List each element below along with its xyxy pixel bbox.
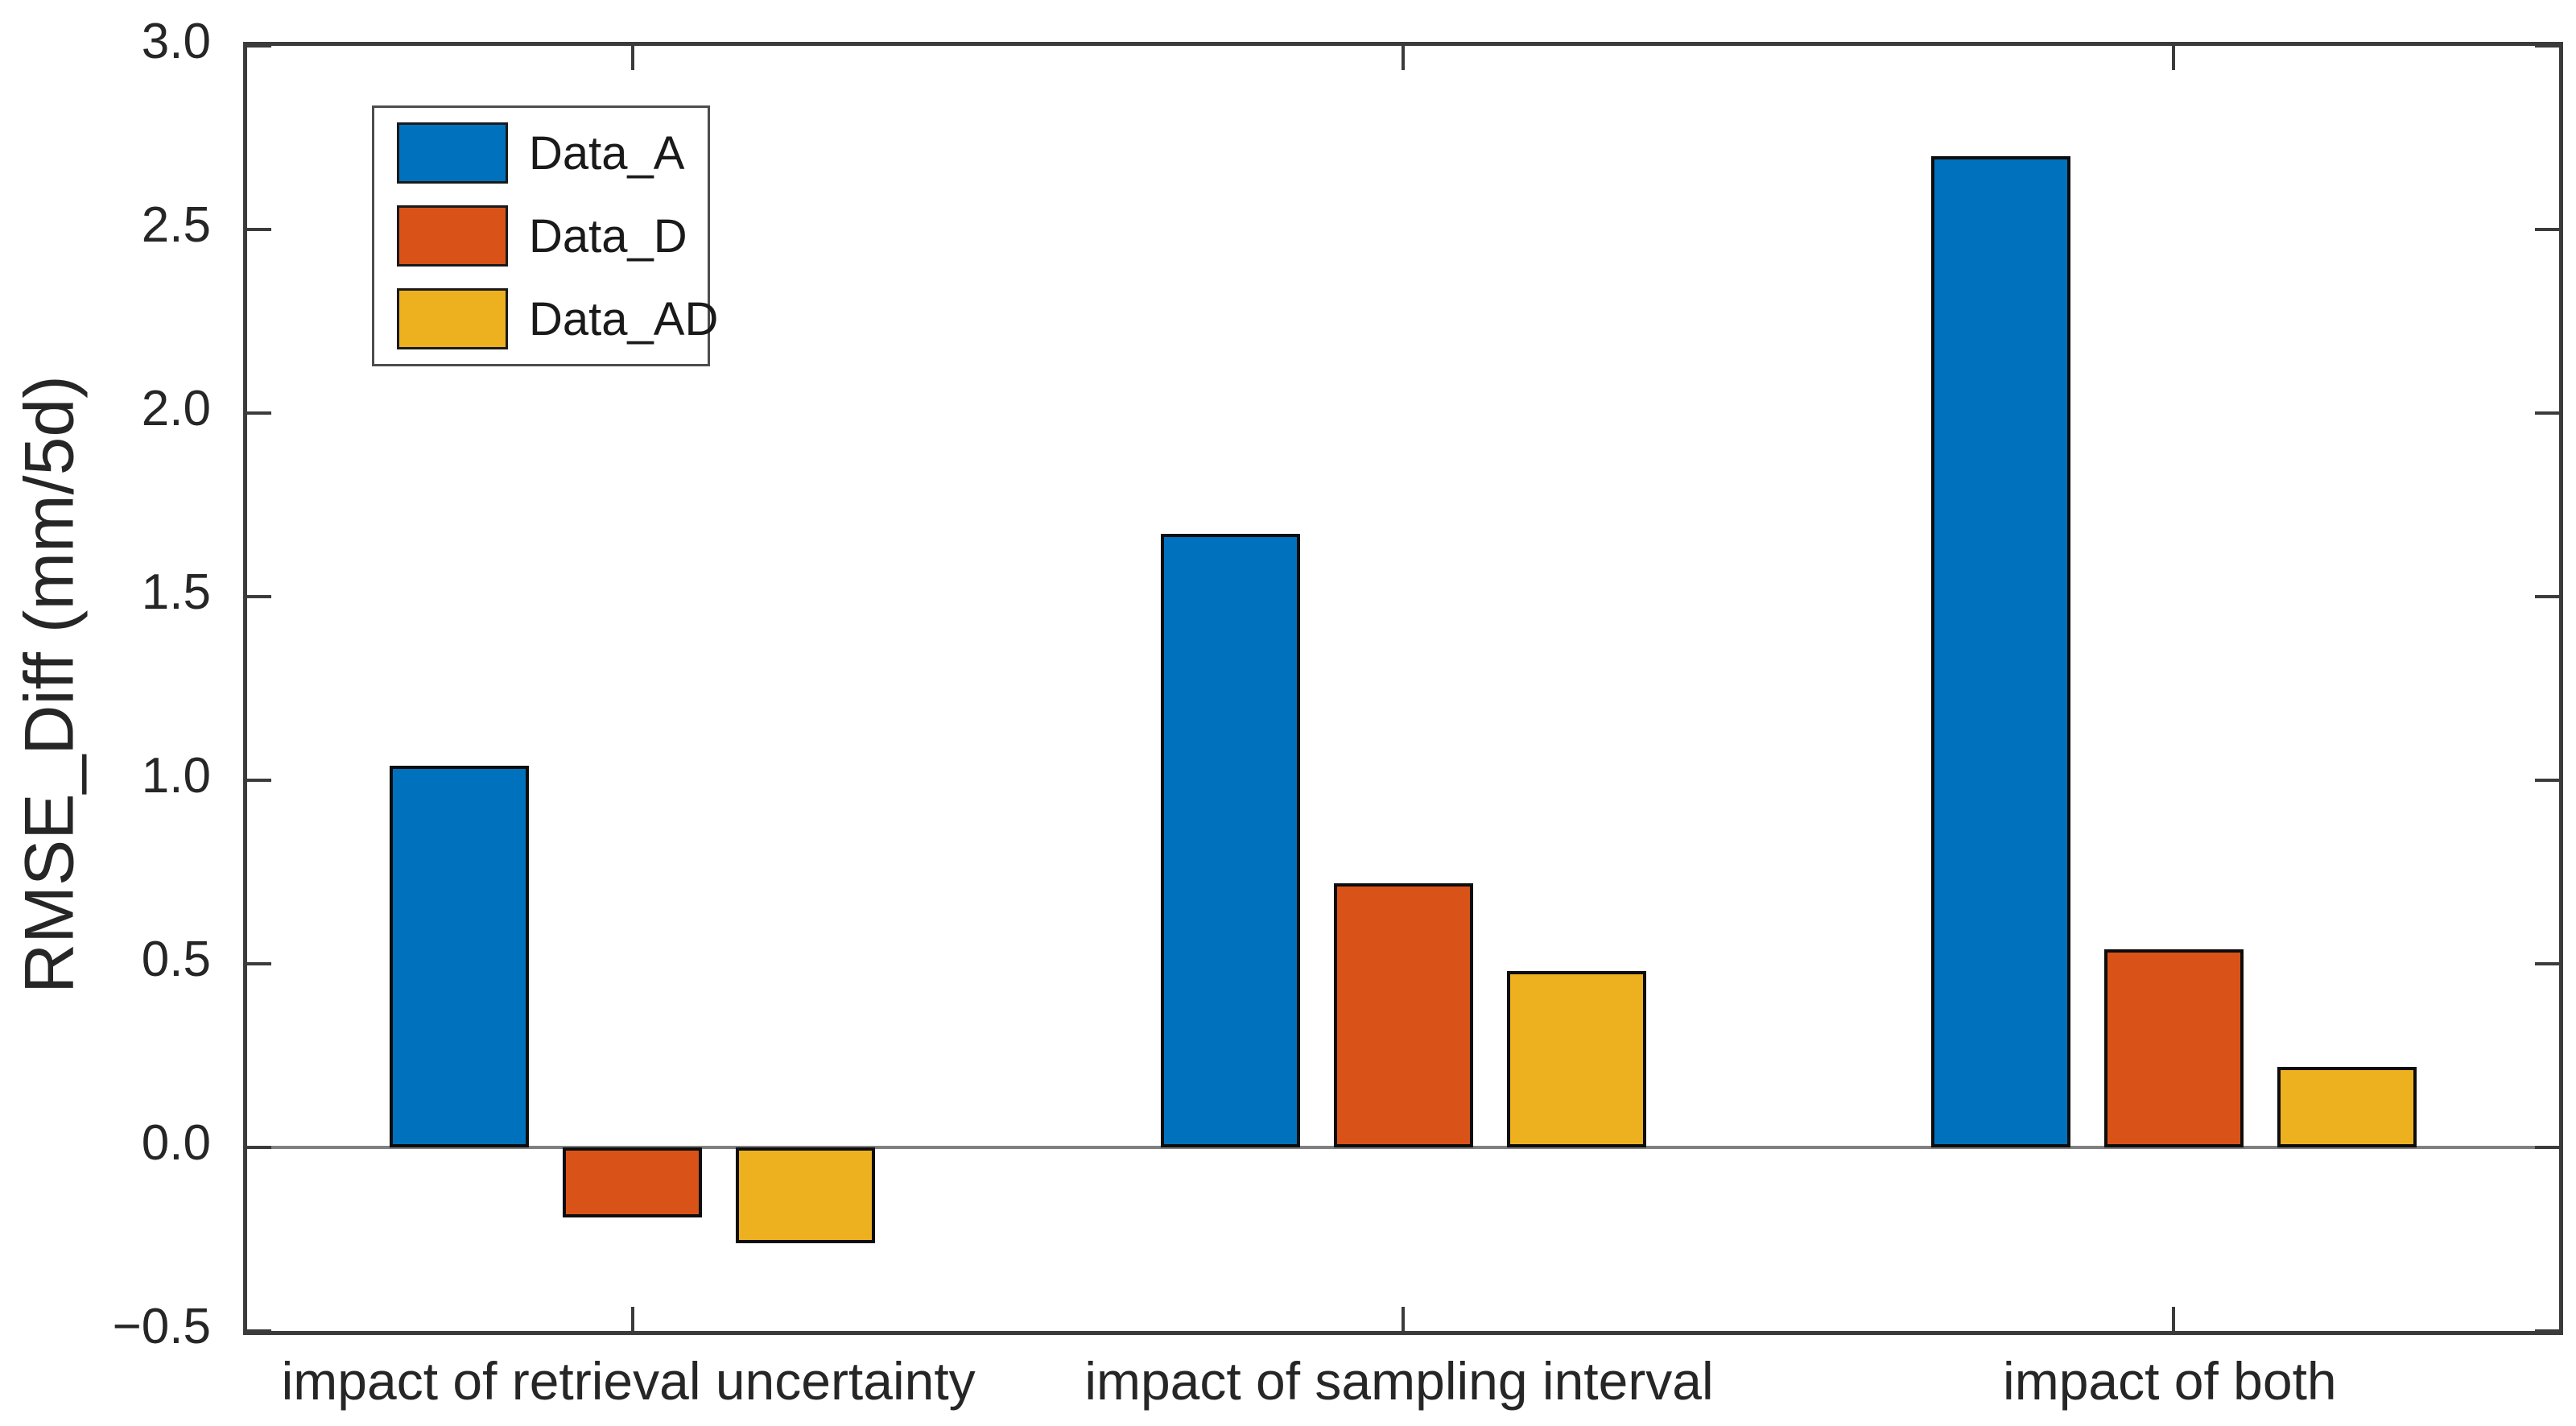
legend: Data_A Data_D Data_AD xyxy=(372,105,718,366)
x-tick-label: impact of both xyxy=(2003,1351,2337,1411)
y-tick-label: 1.5 xyxy=(141,564,211,620)
bar-data_d-group1 xyxy=(563,1147,703,1217)
bar-data_ad-group1 xyxy=(736,1147,876,1243)
legend-item: Data_D xyxy=(397,205,708,267)
x-tick-mark xyxy=(630,46,634,70)
x-tick-mark xyxy=(1402,1307,1405,1331)
x-tick-label: impact of retrieval uncertainty xyxy=(281,1351,976,1411)
legend-item: Data_AD xyxy=(397,288,718,349)
y-tick-mark xyxy=(2535,962,2559,965)
legend-swatch-data-ad xyxy=(397,288,508,349)
bar-data_ad-group3 xyxy=(2277,1066,2417,1147)
bar-data_a-group1 xyxy=(390,765,530,1147)
y-tick-mark xyxy=(2535,1329,2559,1333)
y-tick-mark xyxy=(247,779,271,782)
x-tick-mark xyxy=(1402,46,1405,70)
y-tick-mark xyxy=(2535,411,2559,415)
y-tick-mark xyxy=(247,44,271,48)
y-tick-mark xyxy=(2535,779,2559,782)
y-tick-mark xyxy=(2535,1146,2559,1149)
y-tick-mark xyxy=(2535,595,2559,598)
bar-data_ad-group2 xyxy=(1506,971,1646,1147)
y-tick-mark xyxy=(2535,228,2559,231)
y-tick-mark xyxy=(247,1329,271,1333)
legend-swatch-data-a xyxy=(397,122,508,184)
x-tick-mark xyxy=(2172,46,2176,70)
y-tick-mark xyxy=(247,595,271,598)
x-tick-mark xyxy=(630,1307,634,1331)
y-tick-label: 0.0 xyxy=(141,1115,211,1171)
y-tick-mark xyxy=(247,962,271,965)
y-axis-title: RMSE_Diff (mm/5d) xyxy=(10,375,89,994)
y-tick-mark xyxy=(2535,44,2559,48)
bar-data_a-group3 xyxy=(1930,155,2070,1147)
legend-swatch-data-d xyxy=(397,205,508,267)
legend-item: Data_A xyxy=(397,122,708,184)
y-tick-label: 2.5 xyxy=(141,197,211,253)
x-tick-mark xyxy=(2172,1307,2176,1331)
bar-data_d-group3 xyxy=(2103,949,2244,1147)
y-tick-label: 0.5 xyxy=(141,932,211,987)
bar-data_d-group2 xyxy=(1333,882,1473,1147)
x-tick-label: impact of sampling interval xyxy=(1084,1351,1714,1411)
plot-area: Data_A Data_D Data_AD xyxy=(243,42,2563,1335)
legend-label-data-a: Data_A xyxy=(529,126,685,180)
legend-label-data-ad: Data_AD xyxy=(529,292,719,345)
bar-data_a-group2 xyxy=(1160,534,1300,1147)
y-tick-label: −0.5 xyxy=(112,1299,211,1354)
y-tick-mark xyxy=(247,228,271,231)
zero-baseline xyxy=(247,1146,2559,1149)
y-tick-mark xyxy=(247,411,271,415)
y-tick-label: 1.0 xyxy=(141,748,211,804)
y-tick-label: 2.0 xyxy=(141,381,211,436)
legend-label-data-d: Data_D xyxy=(529,209,687,262)
y-tick-label: 3.0 xyxy=(141,14,211,69)
y-tick-mark xyxy=(247,1146,271,1149)
